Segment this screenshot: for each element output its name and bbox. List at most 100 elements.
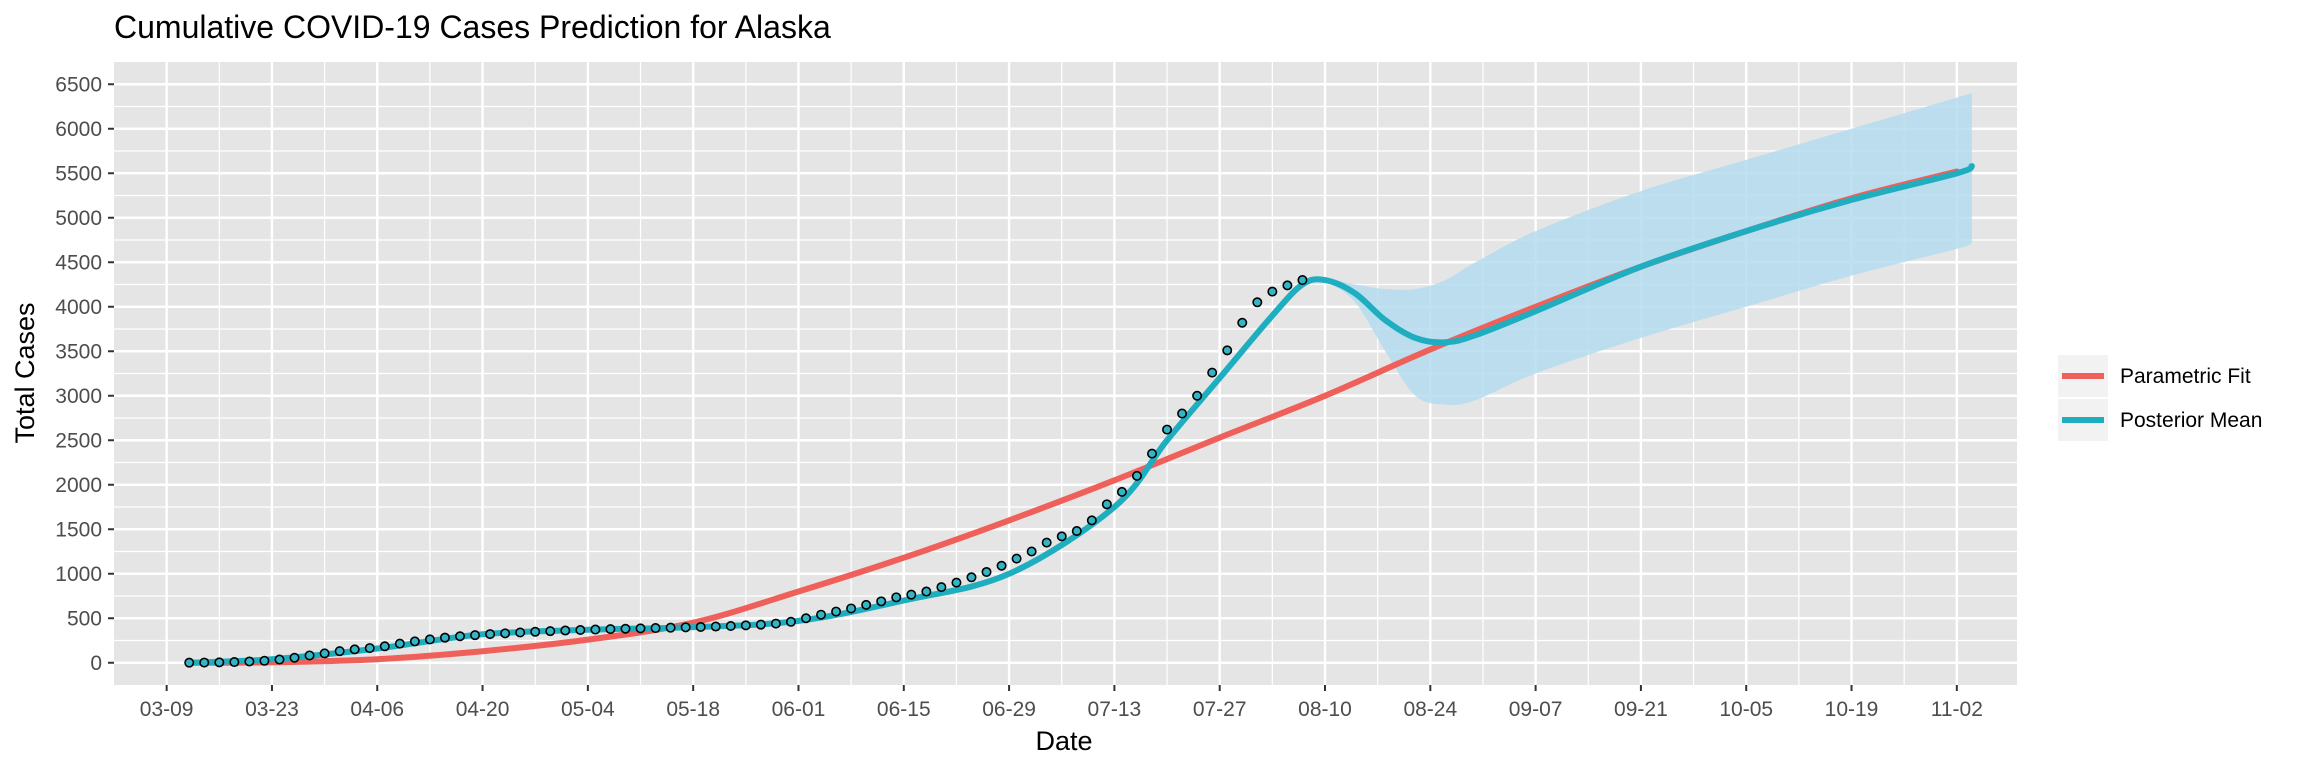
observed-point	[590, 624, 601, 635]
observed-point	[1162, 424, 1173, 435]
observed-point	[831, 606, 842, 617]
observed-point	[1041, 537, 1052, 548]
observed-point	[1297, 275, 1308, 286]
y-tick-label: 2000	[55, 474, 102, 497]
observed-point	[304, 650, 315, 661]
observed-point	[906, 589, 917, 600]
major-gridlines	[114, 62, 2017, 685]
x-tick-label: 06-15	[877, 698, 931, 721]
x-tick-label: 09-07	[1509, 698, 1563, 721]
observed-point	[575, 624, 586, 635]
y-tick-label: 1500	[55, 518, 102, 541]
observed-point	[349, 644, 360, 655]
y-tick-label: 500	[67, 607, 102, 630]
x-tick-label: 05-18	[666, 698, 720, 721]
legend-label-parametric: Parametric Fit	[2120, 365, 2251, 388]
y-axis-title: Total Cases	[10, 302, 40, 443]
x-tick-label: 10-19	[1825, 698, 1879, 721]
observed-point	[740, 620, 751, 631]
observed-point	[1282, 280, 1293, 291]
observed-point	[921, 586, 932, 597]
observed-point	[364, 643, 375, 654]
observed-point	[1011, 553, 1022, 564]
observed-point	[500, 628, 511, 639]
legend-label-posterior: Posterior Mean	[2120, 409, 2262, 432]
observed-point	[785, 616, 796, 627]
observed-point	[981, 566, 992, 577]
observed-point	[635, 623, 646, 634]
observed-point	[1147, 448, 1158, 459]
x-tick-label: 06-29	[982, 698, 1036, 721]
observed-point	[184, 657, 195, 668]
legend: Parametric Fit Posterior Mean	[2058, 355, 2262, 441]
observed-point	[1267, 286, 1278, 297]
observed-point	[861, 599, 872, 610]
observed-point	[650, 623, 661, 634]
observed-point	[680, 622, 691, 633]
observed-point	[1086, 515, 1097, 526]
observed-point	[274, 654, 285, 665]
x-tick-label: 07-13	[1088, 698, 1142, 721]
observed-point	[1026, 546, 1037, 557]
observed-point	[1131, 470, 1142, 481]
y-tick-label: 4500	[55, 251, 102, 274]
observed-point	[770, 618, 781, 629]
y-tick-label: 6000	[55, 118, 102, 141]
x-tick-label: 06-01	[772, 698, 826, 721]
y-tick-label: 6500	[55, 73, 102, 96]
observed-point	[1177, 408, 1188, 419]
observed-point	[605, 624, 616, 635]
y-tick-label: 5500	[55, 162, 102, 185]
observed-point	[259, 655, 270, 666]
observed-point	[710, 621, 721, 632]
observed-point	[199, 657, 210, 668]
x-tick-label: 04-20	[456, 698, 510, 721]
observed-points	[184, 275, 1308, 668]
observed-point	[334, 646, 345, 657]
x-tick-label: 04-06	[350, 698, 404, 721]
x-tick-label: 09-21	[1614, 698, 1668, 721]
y-tick-label: 2500	[55, 429, 102, 452]
x-tick-label: 08-10	[1298, 698, 1352, 721]
observed-point	[816, 609, 827, 620]
observed-point	[725, 620, 736, 631]
observed-point	[515, 627, 526, 638]
observed-point	[545, 626, 556, 637]
observed-point	[876, 596, 887, 607]
y-tick-label: 3500	[55, 340, 102, 363]
x-tick-label: 10-05	[1719, 698, 1773, 721]
observed-point	[1101, 499, 1112, 510]
observed-point	[755, 619, 766, 630]
y-tick-label: 0	[90, 652, 102, 675]
observed-point	[1071, 526, 1082, 537]
x-tick-label: 05-04	[561, 698, 615, 721]
x-axis-ticks: 03-09 03-23 04-06 04-20 05-04 05-18 06-01 06-15…	[140, 685, 1983, 721]
observed-point	[244, 656, 255, 667]
observed-point	[1116, 486, 1127, 497]
observed-point	[620, 623, 631, 634]
observed-point	[1207, 367, 1218, 378]
x-tick-label: 08-24	[1403, 698, 1457, 721]
x-tick-label: 07-27	[1193, 698, 1247, 721]
observed-point	[424, 634, 435, 645]
x-tick-label: 11-02	[1931, 698, 1983, 721]
observed-point	[485, 629, 496, 640]
observed-point	[936, 582, 947, 593]
observed-point	[1222, 345, 1233, 356]
y-tick-label: 3000	[55, 385, 102, 408]
observed-point	[454, 631, 465, 642]
y-tick-label: 4000	[55, 296, 102, 319]
observed-point	[1056, 531, 1067, 542]
x-tick-label: 03-23	[245, 698, 299, 721]
observed-point	[470, 630, 481, 641]
observed-point	[289, 652, 300, 663]
observed-point	[560, 625, 571, 636]
observed-point	[695, 621, 706, 632]
observed-point	[1192, 390, 1203, 401]
chart-title: Cumulative COVID-19 Cases Prediction for…	[114, 9, 831, 45]
observed-point	[530, 626, 541, 637]
observed-point	[214, 657, 225, 668]
observed-point	[966, 572, 977, 583]
observed-point	[846, 603, 857, 614]
